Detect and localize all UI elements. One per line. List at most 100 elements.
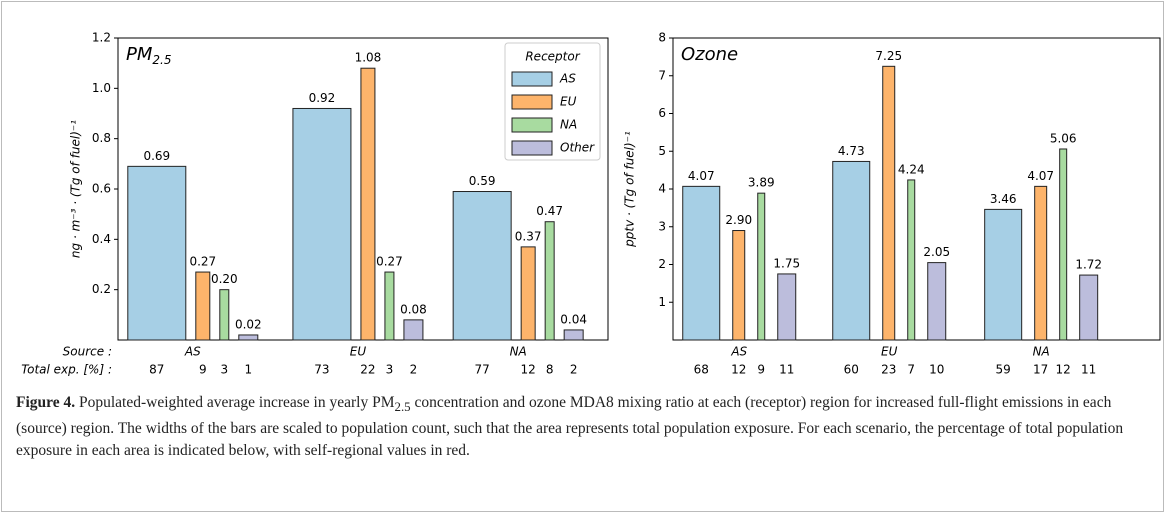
value-label: 0.20	[211, 272, 238, 286]
y-tick-label: 0.4	[92, 232, 111, 246]
exposure-value: 12	[731, 363, 746, 377]
value-label: 4.07	[688, 169, 715, 183]
exposure-value: 2	[570, 363, 578, 377]
value-label: 0.69	[143, 149, 170, 163]
x-tick-label: EU	[350, 345, 367, 359]
caption-label: Figure 4.	[16, 394, 76, 411]
y-tick-label: 0.8	[92, 131, 111, 145]
chart-title: Ozone	[681, 44, 738, 65]
value-label: 1.72	[1075, 258, 1102, 272]
exposure-value: 11	[779, 363, 794, 377]
legend-swatch	[511, 117, 553, 133]
x-tick-label: AS	[184, 345, 201, 359]
value-label: 7.25	[875, 49, 902, 63]
value-label: 0.37	[515, 229, 542, 243]
bar	[127, 165, 187, 341]
exposure-value: 3	[220, 363, 228, 377]
value-label: 2.05	[923, 245, 950, 259]
value-label: 0.59	[469, 174, 496, 188]
value-label: 4.73	[838, 144, 865, 158]
chart-title: PM2.5	[126, 44, 171, 67]
exposure-value: 22	[360, 363, 375, 377]
exposure-value: 12	[521, 363, 536, 377]
legend-swatch	[511, 71, 553, 87]
exposure-value: 23	[881, 363, 896, 377]
exposure-value: 77	[475, 363, 490, 377]
value-label: 4.07	[1027, 169, 1054, 183]
bar	[682, 185, 721, 341]
bar	[384, 271, 395, 341]
exposure-value: 12	[1056, 363, 1071, 377]
bar	[195, 271, 211, 341]
bar	[520, 246, 536, 341]
y-tick-label: 7	[658, 68, 666, 82]
value-label: 5.06	[1050, 131, 1077, 145]
caption-text: concentration and ozone MDA8 mixing rati…	[16, 394, 1124, 460]
y-tick-label: 0.2	[92, 282, 111, 296]
y-tick-label: 2	[658, 257, 666, 271]
bar	[777, 273, 797, 341]
exposure-value: 60	[844, 363, 859, 377]
x-tick-label: NA	[510, 345, 527, 359]
legend-label: AS	[559, 72, 576, 86]
y-tick-label: 5	[658, 144, 666, 158]
legend-swatch	[511, 94, 553, 110]
legend-label: EU	[560, 95, 577, 109]
bar	[360, 67, 376, 341]
exposure-value: 11	[1081, 363, 1096, 377]
bar	[984, 208, 1023, 341]
y-tick-label: 3	[658, 219, 666, 233]
legend-title: Receptor	[525, 50, 580, 64]
exposure-value: 8	[546, 363, 554, 377]
exposure-value: 59	[996, 363, 1011, 377]
y-tick-label: 1.2	[92, 31, 111, 45]
value-label: 4.24	[898, 162, 925, 176]
bar	[219, 289, 230, 341]
exposure-value: 17	[1033, 363, 1048, 377]
value-label: 0.27	[189, 255, 216, 269]
bar	[1034, 185, 1048, 341]
exposure-value: 1	[244, 363, 252, 377]
bar	[757, 192, 766, 341]
title-subscript: 2.5	[152, 53, 171, 67]
y-tick-label: 8	[658, 31, 666, 45]
value-label: 1.75	[773, 256, 800, 270]
exposure-value: 10	[929, 363, 944, 377]
y-tick-label: 4	[658, 182, 666, 196]
exposure-value: 7	[907, 363, 915, 377]
exposure-value: 2	[410, 363, 418, 377]
value-label: 1.08	[355, 51, 382, 65]
y-axis-label: pptv · (Tg of fuel)⁻¹	[623, 131, 637, 248]
value-label: 0.08	[400, 302, 427, 316]
value-label: 0.27	[376, 255, 403, 269]
value-label: 3.46	[990, 192, 1017, 206]
x-tick-label: NA	[1033, 345, 1050, 359]
value-label: 3.89	[748, 176, 775, 190]
y-axis-label: ng · m⁻³ · (Tg of fuel)⁻¹	[69, 120, 83, 258]
x-tick-label: AS	[730, 345, 747, 359]
title-text: PM	[126, 44, 153, 65]
y-tick-label: 0.6	[92, 182, 111, 196]
bar	[452, 191, 512, 341]
exposure-value: 9	[199, 363, 207, 377]
y-tick-label: 1.0	[92, 81, 111, 95]
exposure-value: 87	[149, 363, 164, 377]
value-label: 0.92	[309, 91, 336, 105]
y-tick-label: 1	[658, 295, 666, 309]
bar	[907, 179, 916, 341]
legend-label: Other	[560, 141, 595, 155]
legend-swatch	[511, 140, 553, 156]
bar	[882, 65, 896, 341]
bar	[1079, 274, 1099, 341]
bar	[732, 230, 746, 341]
caption: Figure 4. Populated-weighted average inc…	[16, 392, 1144, 462]
bar	[563, 329, 584, 341]
value-label: 0.04	[560, 312, 587, 326]
bar	[927, 262, 947, 341]
source-label: Source :	[63, 345, 112, 359]
title-text: Ozone	[681, 44, 738, 65]
x-tick-label: EU	[881, 345, 898, 359]
value-label: 0.47	[536, 204, 563, 218]
